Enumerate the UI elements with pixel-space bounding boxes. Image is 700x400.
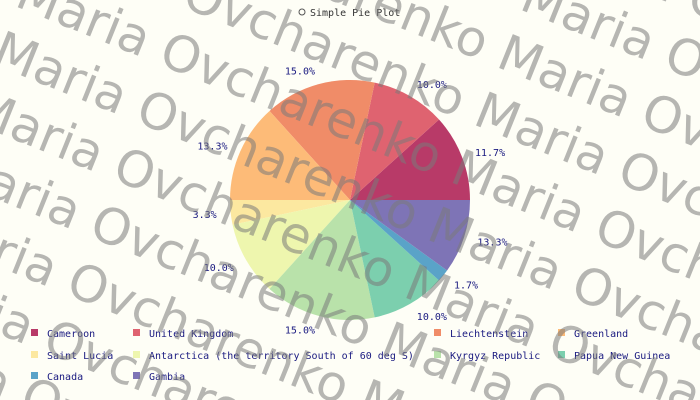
legend-label: Saint Lucia <box>47 351 113 362</box>
slice-value-label: 1.7% <box>454 280 478 291</box>
slice-value-label: 15.0% <box>285 67 315 78</box>
legend-label: United Kingdom <box>149 329 233 340</box>
legend-swatch <box>31 351 38 358</box>
legend-swatch <box>31 372 38 379</box>
chart-title: Simple Pie Plot <box>298 8 400 19</box>
slice-value-label: 13.3% <box>477 237 507 248</box>
pie-value-labels: 11.7% 10.0% 15.0% 13.3% 3.3% 10.0% 15.0% 10.0% 1… <box>193 67 508 337</box>
slice-value-label: 11.7% <box>475 148 505 159</box>
legend-label: Kyrgyz Republic <box>450 351 540 362</box>
circle-icon <box>298 8 306 16</box>
legend: Cameroon United Kingdom Liechtenstein Green… <box>31 329 670 383</box>
legend-swatch <box>434 351 441 358</box>
legend-label: Liechtenstein <box>450 329 528 340</box>
pie-slice-9 <box>350 200 448 281</box>
legend-label: Antarctica (the territory South of 60 de… <box>149 351 414 362</box>
pie-slices <box>230 80 470 320</box>
pie-slice-2 <box>350 82 440 200</box>
pie-slice-4 <box>230 110 350 200</box>
legend-label: Cameroon <box>47 329 95 340</box>
slice-value-label: 15.0% <box>285 325 315 336</box>
legend-swatch <box>558 329 565 336</box>
pie-slice-6 <box>232 200 350 290</box>
slice-value-label: 3.3% <box>193 210 217 221</box>
pie-slice-7 <box>269 200 375 320</box>
legend-swatch <box>434 329 441 336</box>
legend-swatch <box>31 329 38 336</box>
pie-slice-10 <box>350 200 470 271</box>
pie-slice-8 <box>350 200 440 318</box>
pie-slice-1 <box>350 119 470 200</box>
slice-value-label: 10.0% <box>417 312 447 323</box>
legend-label: Greenland <box>574 329 628 340</box>
legend-label: Gambia <box>149 372 185 383</box>
pie-slice-3 <box>269 80 375 200</box>
slice-value-label: 13.3% <box>197 142 227 153</box>
legend-swatch <box>133 372 140 379</box>
legend-label: Canada <box>47 372 83 383</box>
pie-slice-5 <box>230 200 350 225</box>
chart-title-text: Simple Pie Plot <box>310 8 400 19</box>
slice-value-label: 10.0% <box>417 80 447 91</box>
legend-label: Papua New Guinea <box>574 351 670 362</box>
legend-swatch <box>133 351 140 358</box>
legend-swatch <box>558 351 565 358</box>
legend-swatch <box>133 329 140 336</box>
slice-value-label: 10.0% <box>204 263 234 274</box>
